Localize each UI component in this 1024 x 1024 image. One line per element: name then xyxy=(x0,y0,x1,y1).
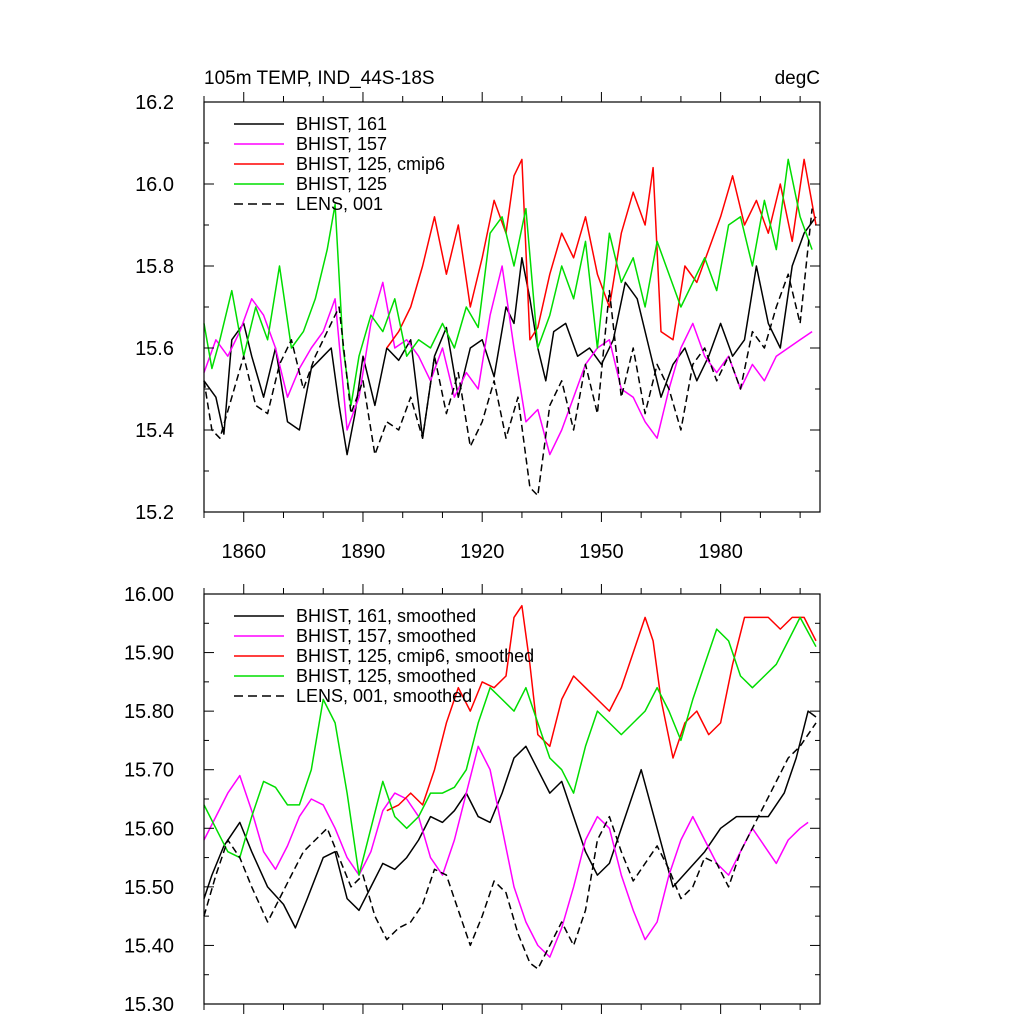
top-x-tick-label: 1890 xyxy=(341,541,386,563)
bottom-series-line-bhist-125-cmip6-smoothed xyxy=(386,604,817,812)
top-chart-title: 105m TEMP, IND_44S-18S xyxy=(204,68,435,89)
top-x-tick-label: 1860 xyxy=(221,541,266,563)
top-series-line-bhist-125-cmip6 xyxy=(386,158,817,349)
top-y-tick-label: 15.8 xyxy=(135,256,174,278)
bottom-y-tick-label: 15.70 xyxy=(124,760,174,782)
bottom-panel: 15.30 15.40 15.50 15.60 15.70 15.80 15.90 16.00… xyxy=(124,584,821,1016)
bottom-legend-label-bhist-125-cmip6-smoothed: BHIST, 125, cmip6, smoothed xyxy=(296,646,534,666)
top-y-tick-label: 16.0 xyxy=(135,174,174,196)
top-x-tick-label: 1950 xyxy=(579,541,624,563)
top-series-line-bhist-157 xyxy=(203,265,813,456)
top-y-tick-label: 15.6 xyxy=(135,338,174,360)
top-series-line-bhist-161 xyxy=(203,216,817,456)
bottom-legend-label-bhist-161-smoothed: BHIST, 161, smoothed xyxy=(296,606,476,626)
top-legend-label-bhist-125-cmip6: BHIST, 125, cmip6 xyxy=(296,154,445,174)
bottom-y-tick-label: 15.30 xyxy=(124,994,174,1016)
bottom-series-line-bhist-157-smoothed xyxy=(203,745,809,958)
bottom-y-tick-label: 16.00 xyxy=(124,584,174,606)
bottom-series-line-bhist-125-smoothed xyxy=(203,616,817,876)
bottom-series-line-bhist-161-smoothed xyxy=(203,710,817,929)
bottom-series-line-lens-001-smoothed xyxy=(203,722,817,970)
top-series-line-bhist-125 xyxy=(203,158,813,407)
top-panel: 105m TEMP, IND_44S-18S degC 15.2 15.4 15.6… xyxy=(135,68,821,563)
top-legend-label-bhist-161: BHIST, 161 xyxy=(296,114,387,134)
top-y-tick-label: 15.4 xyxy=(135,420,174,442)
top-legend-label-bhist-125: BHIST, 125 xyxy=(296,174,387,194)
bottom-y-tick-label: 15.60 xyxy=(124,818,174,840)
top-chart-units: degC xyxy=(775,68,820,89)
top-x-tick-label: 1920 xyxy=(460,541,505,563)
top-legend-label-lens-001: LENS, 001 xyxy=(296,194,383,214)
bottom-y-tick-label: 15.40 xyxy=(124,935,174,957)
top-y-tick-label: 16.2 xyxy=(135,92,174,114)
bottom-legend-label-bhist-125-smoothed: BHIST, 125, smoothed xyxy=(296,666,476,686)
bottom-legend-label-lens-001-smoothed: LENS, 001, smoothed xyxy=(296,686,472,706)
top-y-tick-label: 15.2 xyxy=(135,502,174,524)
bottom-y-tick-label: 15.90 xyxy=(124,643,174,665)
bottom-y-tick-label: 15.80 xyxy=(124,701,174,723)
top-x-tick-label: 1980 xyxy=(698,541,743,563)
top-legend-label-bhist-157: BHIST, 157 xyxy=(296,134,387,154)
bottom-legend-label-bhist-157-smoothed: BHIST, 157, smoothed xyxy=(296,626,476,646)
bottom-y-tick-label: 15.50 xyxy=(124,877,174,899)
top-series-line-lens-001 xyxy=(203,208,813,497)
